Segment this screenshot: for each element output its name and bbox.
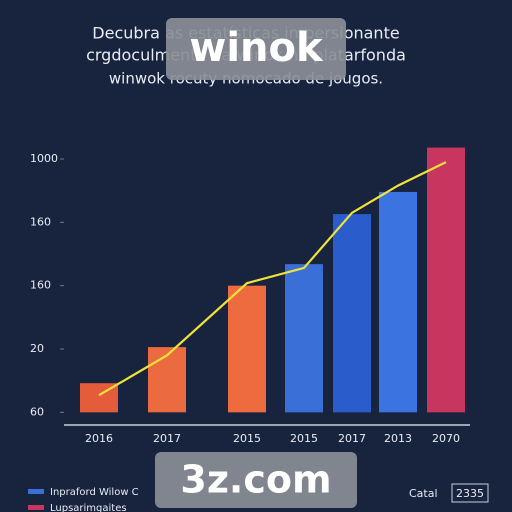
y-tick-label: 1000 bbox=[30, 152, 58, 165]
x-tick-label: 2016 bbox=[85, 432, 113, 445]
bar bbox=[379, 191, 417, 413]
bar bbox=[148, 347, 186, 413]
watermark-box bbox=[155, 452, 357, 508]
footer-value: 2335 bbox=[456, 487, 484, 500]
legend-swatch bbox=[28, 489, 44, 494]
footer-label: Catal bbox=[409, 487, 438, 500]
x-tick-label: 2070 bbox=[432, 432, 460, 445]
bar bbox=[333, 214, 371, 413]
y-tick-label: 60 bbox=[30, 405, 44, 418]
y-tick-label: 160 bbox=[30, 215, 51, 228]
x-tick-label: 2015 bbox=[233, 432, 261, 445]
bar bbox=[285, 264, 323, 413]
y-tick-label: 160 bbox=[30, 279, 51, 292]
plot-area: 60 20 160 160 1000 2016 2017 2015 2015 2017 2013 20… bbox=[30, 147, 465, 445]
y-tick-label: 20 bbox=[30, 342, 44, 355]
bar bbox=[427, 147, 465, 413]
x-tick-label: 2013 bbox=[384, 432, 412, 445]
legend-swatch bbox=[28, 505, 44, 510]
legend-label: Inpraford Wilow C bbox=[50, 487, 139, 498]
footer-box bbox=[451, 483, 489, 503]
watermark-box bbox=[166, 18, 346, 80]
watermark-text: 3z.com bbox=[180, 458, 331, 502]
watermark: winok 3z.com bbox=[155, 18, 357, 508]
watermark-text: winok bbox=[189, 25, 324, 71]
x-tick-label: 2015 bbox=[290, 432, 318, 445]
legend-label: Lupsarimgaites bbox=[50, 503, 127, 512]
x-tick-label: 2017 bbox=[153, 432, 181, 445]
x-tick-label: 2017 bbox=[338, 432, 366, 445]
bar bbox=[228, 285, 266, 413]
trend-line bbox=[98, 161, 447, 397]
